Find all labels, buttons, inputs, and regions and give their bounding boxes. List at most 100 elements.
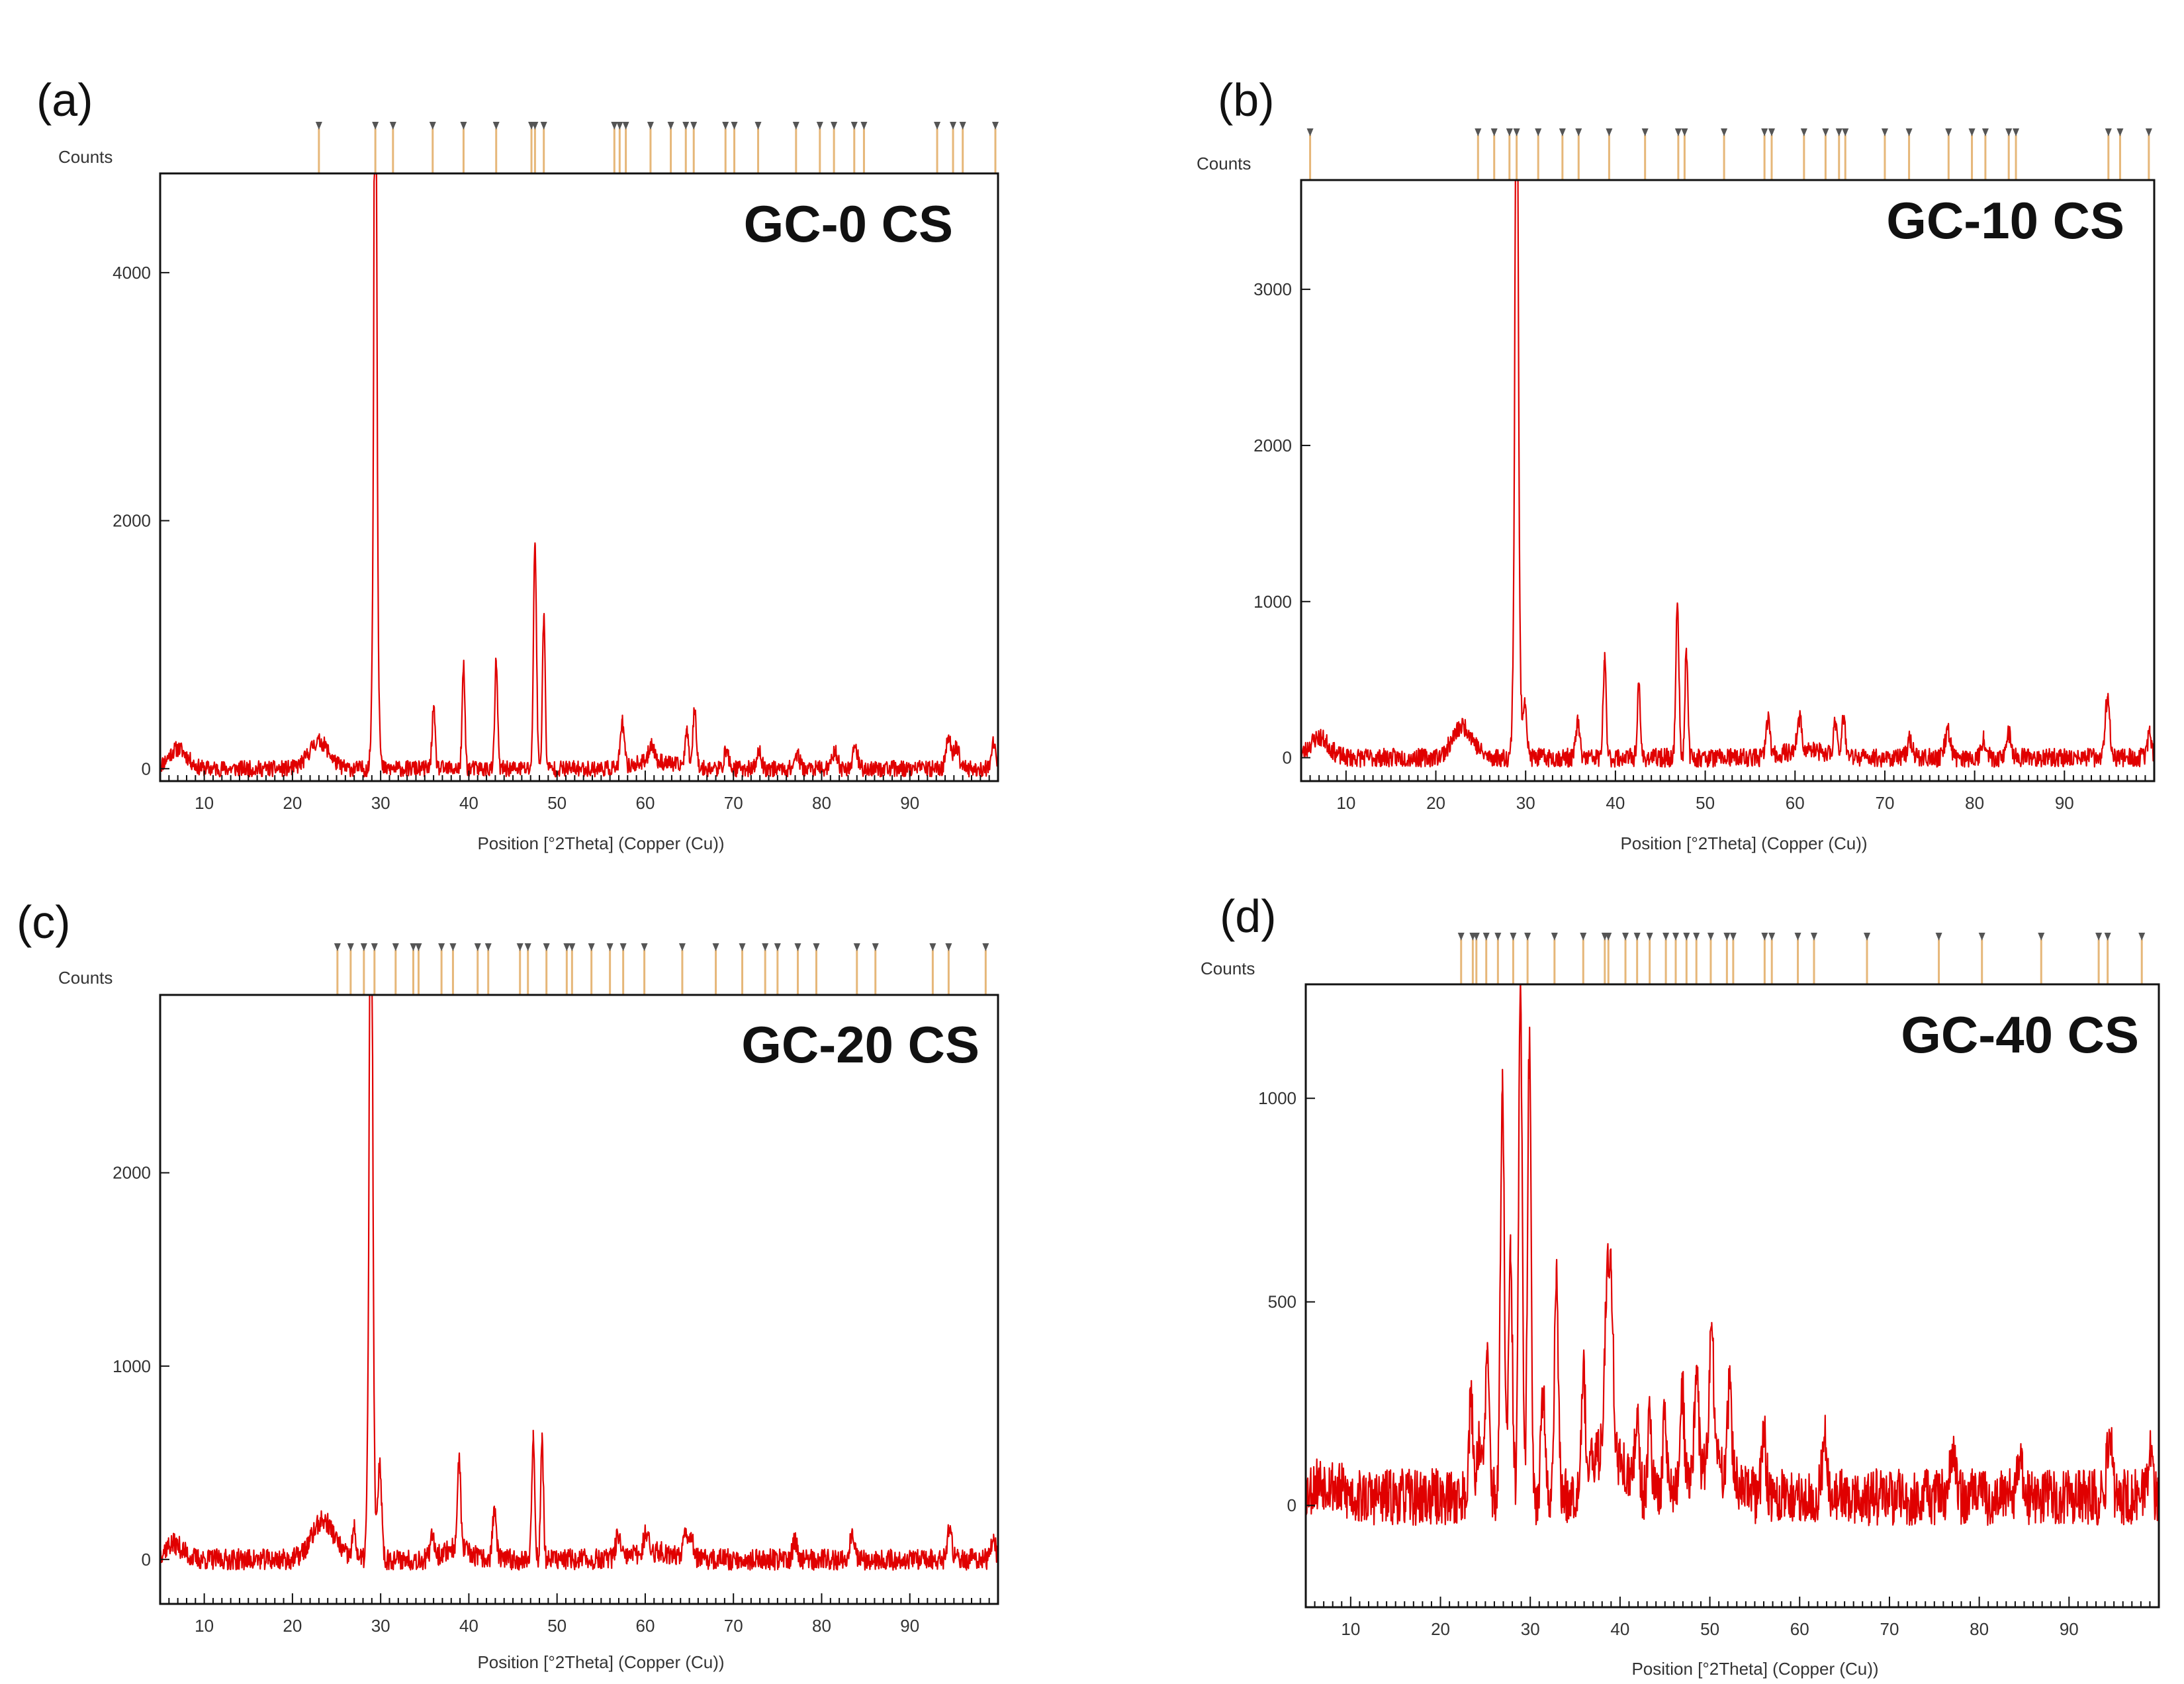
x-tick-label: 80 [812, 793, 831, 813]
reference-stick-marker [959, 122, 966, 130]
reference-stick-marker [1580, 933, 1587, 941]
reference-stick-marker [853, 943, 860, 951]
reference-stick-marker [474, 943, 481, 951]
reference-stick-marker [982, 943, 989, 951]
reference-stick-marker [1945, 128, 1952, 136]
reference-stick-marker [611, 122, 618, 130]
sample-label: GC-10 CS [1886, 191, 2124, 250]
x-tick-label: 70 [1875, 793, 1894, 813]
reference-stick-marker [813, 943, 820, 951]
x-tick-label: 50 [547, 793, 567, 813]
y-tick-label: 4000 [113, 263, 151, 283]
reference-stick-marker [1672, 933, 1680, 941]
reference-stick-marker [2105, 128, 2112, 136]
reference-stick-marker [2005, 128, 2013, 136]
reference-stick-marker [831, 122, 838, 130]
panel-label: (c) [17, 896, 71, 948]
reference-stick-marker [1835, 128, 1843, 136]
reference-stick-marker [641, 943, 648, 951]
plot-frame [1300, 179, 2156, 782]
reference-stick-marker [622, 122, 629, 130]
reference-stick-marker [1768, 933, 1776, 941]
x-tick-label: 50 [547, 1616, 567, 1636]
x-tick-label: 70 [1880, 1619, 1899, 1639]
plot-frame [159, 172, 999, 782]
x-tick-label: 30 [1516, 793, 1535, 813]
reference-stick-marker [816, 122, 823, 130]
reference-stick-marker [667, 122, 674, 130]
sample-label: GC-20 CS [741, 1015, 979, 1074]
reference-stick-marker [945, 943, 952, 951]
x-tick-label: 80 [812, 1616, 831, 1636]
x-tick-label: 20 [1431, 1619, 1450, 1639]
y-tick-label: 2000 [1253, 436, 1292, 455]
panel-label: (d) [1220, 890, 1277, 942]
reference-stick-marker [1683, 933, 1690, 941]
reference-stick-marker [429, 122, 436, 130]
x-tick-label: 40 [1606, 793, 1625, 813]
x-tick-label: 40 [1610, 1619, 1629, 1639]
reference-stick-marker [438, 943, 445, 951]
x-tick-label: 70 [724, 1616, 743, 1636]
reference-stick-marker [872, 943, 879, 951]
reference-stick-marker [1646, 933, 1653, 941]
reference-stick-marker [392, 943, 399, 951]
reference-stick-marker [1968, 128, 1976, 136]
diffraction-pattern-line [1304, 983, 2160, 1526]
reference-stick-marker [2095, 933, 2103, 941]
reference-stick-marker [315, 122, 322, 130]
reference-stick-marker [389, 122, 396, 130]
reference-stick-pattern [315, 122, 999, 173]
reference-stick-pattern [1306, 128, 2152, 180]
reference-stick-marker [722, 122, 729, 130]
reference-stick-marker [1822, 128, 1829, 136]
x-tick-label: 10 [1336, 793, 1355, 813]
x-tick-label: 40 [459, 1616, 478, 1636]
reference-stick-marker [1494, 933, 1502, 941]
x-axis-title: Position [°2Theta] (Copper (Cu)) [1620, 833, 1867, 853]
x-axis-title: Position [°2Theta] (Copper (Cu)) [1631, 1659, 1878, 1679]
reference-stick-marker [992, 122, 999, 130]
reference-stick-marker [739, 943, 746, 951]
x-tick-label: 40 [459, 793, 478, 813]
reference-stick-marker [484, 943, 492, 951]
reference-stick-marker [410, 943, 417, 951]
plot-frame [1304, 983, 2160, 1609]
y-axis-title: Counts [58, 147, 113, 167]
reference-stick-marker [678, 943, 686, 951]
reference-stick-marker [516, 943, 523, 951]
reference-stick-marker [682, 122, 690, 130]
plot-area: 10 20 30 40 50 60 70 80 90 0 1000 2000 3000 [1253, 179, 2156, 813]
reference-stick-marker [712, 943, 719, 951]
reference-stick-marker [762, 943, 769, 951]
reference-stick-marker [2116, 128, 2124, 136]
reference-stick-marker [1707, 933, 1714, 941]
reference-stick-marker [360, 943, 367, 951]
reference-stick-marker [1457, 933, 1465, 941]
reference-stick-marker [1622, 933, 1629, 941]
reference-stick-marker [1905, 128, 1913, 136]
reference-stick-marker [1606, 128, 1613, 136]
reference-stick-marker [1693, 933, 1700, 941]
reference-stick-marker [543, 943, 550, 951]
reference-stick-marker [1935, 933, 1942, 941]
y-tick-label: 2000 [113, 511, 151, 531]
reference-stick-marker [588, 943, 595, 951]
y-tick-label: 3000 [1253, 279, 1292, 299]
reference-stick-marker [619, 943, 627, 951]
reference-stick-marker [1864, 933, 1871, 941]
reference-stick-marker [1674, 128, 1682, 136]
reference-stick-marker [1506, 128, 1513, 136]
reference-stick-marker [1524, 933, 1531, 941]
diffraction-pattern-line [159, 172, 999, 778]
x-tick-label: 50 [1700, 1619, 1719, 1639]
y-tick-label: 2000 [113, 1163, 151, 1183]
reference-stick-marker [731, 122, 738, 130]
sample-label: GC-0 CS [744, 195, 953, 253]
reference-stick-marker [347, 943, 354, 951]
reference-stick-marker [334, 943, 341, 951]
reference-stick-marker [1761, 933, 1768, 941]
reference-stick-marker [415, 943, 422, 951]
